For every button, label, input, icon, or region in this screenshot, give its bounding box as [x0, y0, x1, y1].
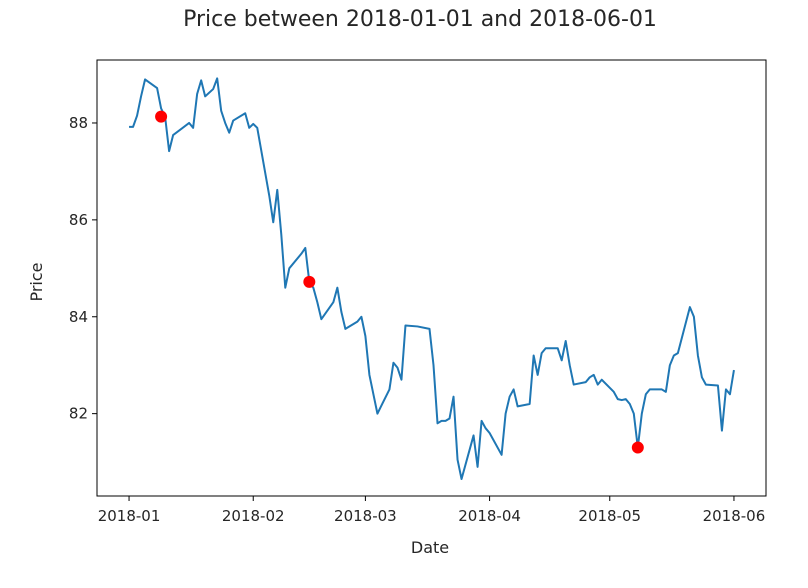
x-tick-label-6: 2018-06: [703, 507, 766, 525]
x-tick-label-3: 2018-03: [334, 507, 397, 525]
y-tick-label-4: 88: [69, 114, 88, 132]
y-tick-label-1: 82: [69, 405, 88, 423]
plot-area: [129, 77, 735, 481]
x-axis: 2018-01 2018-02 2018-03 2018-04 2018-05 2018-…: [98, 496, 766, 525]
y-axis-label: Price: [27, 262, 46, 301]
x-tick-label-4: 2018-04: [458, 507, 521, 525]
marker-point-3: [631, 441, 644, 454]
x-tick-label-5: 2018-05: [578, 507, 641, 525]
y-axis: 82 84 86 88: [69, 114, 97, 423]
x-axis-label: Date: [411, 538, 449, 557]
marker-point-2: [303, 275, 316, 288]
price-line: [129, 77, 735, 481]
axes-frame: [96, 59, 767, 497]
chart-title: Price between 2018-01-01 and 2018-06-01: [183, 7, 657, 32]
marker-point-1: [155, 110, 168, 123]
x-tick-label-2: 2018-02: [222, 507, 285, 525]
y-tick-label-3: 86: [69, 211, 88, 229]
y-tick-label-2: 84: [69, 308, 88, 326]
x-tick-label-1: 2018-01: [98, 507, 161, 525]
